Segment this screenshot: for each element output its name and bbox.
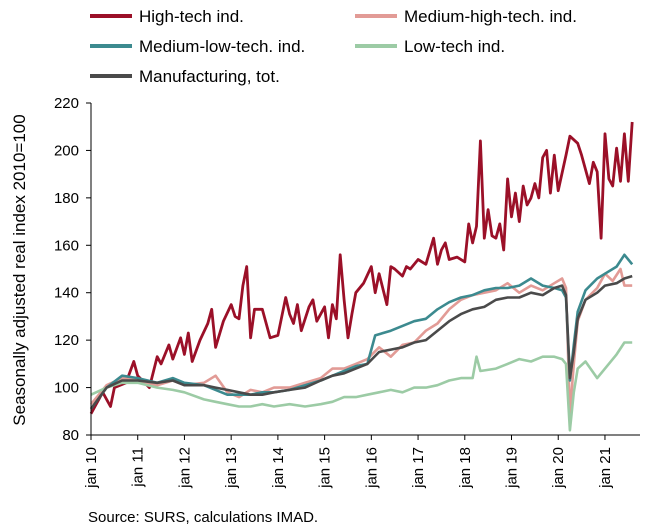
x-tick-label: jan 16 (363, 447, 380, 489)
source-note: Source: SURS, calculations IMAD. (88, 509, 318, 526)
series-line (90, 341, 633, 432)
series-line (89, 253, 634, 410)
legend-label: Medium-high-tech. ind. (404, 7, 577, 26)
y-tick-label: 140 (54, 285, 79, 302)
legend-label: Manufacturing, tot. (139, 67, 280, 86)
x-tick-label: jan 12 (176, 447, 193, 489)
legend-label: Low-tech ind. (404, 37, 505, 56)
x-tick-label: jan 14 (270, 447, 287, 489)
x-tick-label: jan 21 (597, 447, 614, 489)
y-axis-title: Seasonally adjusted real index 2010=100 (10, 114, 29, 425)
y-tick-label: 80 (62, 427, 79, 444)
x-tick-label: jan 20 (550, 447, 567, 489)
x-tick-label: jan 10 (83, 447, 100, 489)
axes: 80 100 120 140 160 180 200 220 jan 10 jan 11 jan 1… (54, 95, 640, 489)
x-tick-label: jan 15 (317, 447, 334, 489)
legend: High-tech ind. Medium-high-tech. ind. Medi… (90, 7, 577, 86)
legend-label: Medium-low-tech. ind. (139, 37, 305, 56)
x-tick-label: jan 18 (457, 447, 474, 489)
legend-label: High-tech ind. (139, 7, 244, 26)
x-tick-label: jan 13 (223, 447, 240, 489)
y-tick-label: 120 (54, 332, 79, 349)
x-tick-label: jan 19 (504, 447, 521, 489)
series-line (89, 121, 634, 415)
plot-area (89, 121, 634, 432)
y-tick-label: 180 (54, 190, 79, 207)
y-tick-label: 220 (54, 95, 79, 112)
y-tick-label: 160 (54, 237, 79, 254)
x-tick-label: jan 17 (410, 447, 427, 489)
y-tick-label: 100 (54, 380, 79, 397)
x-tick-label: jan 11 (130, 447, 147, 488)
series-line (89, 274, 633, 410)
y-tick-label: 200 (54, 142, 79, 159)
